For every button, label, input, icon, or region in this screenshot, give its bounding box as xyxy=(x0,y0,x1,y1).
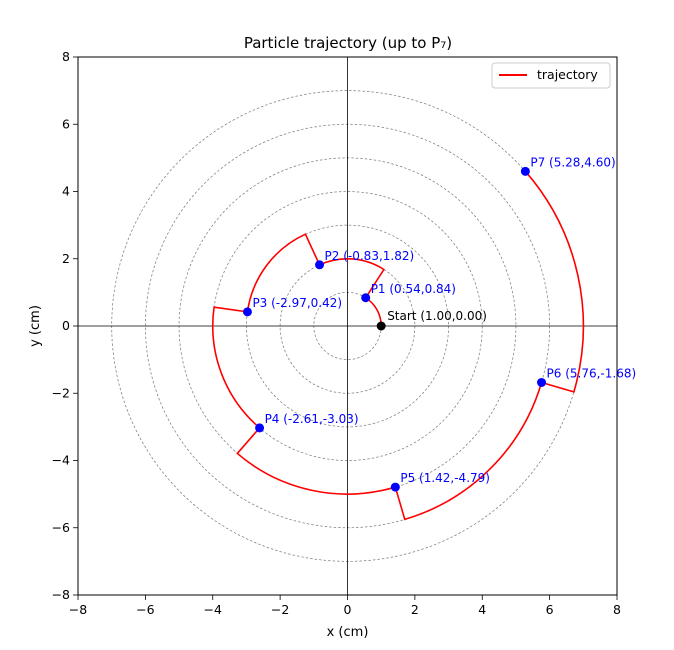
point-p3-marker xyxy=(242,307,252,317)
y-tick-label-0: −8 xyxy=(52,587,70,602)
x-tick-label-4: 0 xyxy=(344,602,352,617)
x-tick-label-7: 6 xyxy=(546,602,554,617)
points-layer: Start (1.00,0.00) P1 (0.54,0.84) P2 (-0.83… xyxy=(242,155,637,492)
point-p4-marker xyxy=(255,423,265,433)
legend-box xyxy=(491,62,611,89)
start-point-marker xyxy=(376,321,386,331)
x-tick-label-3: −2 xyxy=(271,602,289,617)
y-tick-label-7: 6 xyxy=(62,116,70,131)
x-tick-label-6: 4 xyxy=(478,602,486,617)
x-tick-label-2: −4 xyxy=(204,602,222,617)
point-p4-label: P4 (-2.61,-3.03) xyxy=(265,412,359,426)
trajectory-layer xyxy=(211,170,585,521)
x-axis-label: x (cm) xyxy=(327,625,369,640)
y-axis-label: y (cm) xyxy=(28,305,43,347)
point-p2-label: P2 (-0.83,1.82) xyxy=(325,249,415,263)
y-tick-label-2: −4 xyxy=(52,453,70,468)
point-p6-label: P6 (5.76,-1.68) xyxy=(547,366,637,380)
x-tick-label-1: −6 xyxy=(136,602,154,617)
x-tick-label-8: 8 xyxy=(613,602,621,617)
start-point-label: Start (1.00,0.00) xyxy=(387,309,487,323)
y-tick-label-5: 2 xyxy=(62,251,70,266)
y-tick-label-8: 8 xyxy=(62,49,70,64)
legend: trajectory xyxy=(491,62,611,89)
y-tick-label-1: −6 xyxy=(52,520,70,535)
chart-title: Particle trajectory (up to P₇) xyxy=(244,34,452,52)
trajectory-path xyxy=(211,170,585,521)
point-p6-marker xyxy=(537,377,547,387)
x-tick-label-5: 2 xyxy=(411,602,419,617)
point-p3-label: P3 (-2.97,0.42) xyxy=(252,296,342,310)
y-tick-label-3: −2 xyxy=(52,385,70,400)
x-tick-label-0: −8 xyxy=(69,602,87,617)
point-p5-label: P5 (1.42,-4.79) xyxy=(400,471,490,485)
point-p2-marker xyxy=(315,260,325,270)
y-tick-label-4: 0 xyxy=(62,318,70,333)
point-p1-marker xyxy=(361,293,371,303)
point-p5-marker xyxy=(390,482,400,492)
ticks-layer: −8 −6 −4 −2 0 2 4 6 8 −8 −6 −4 −2 0 2 4 6 8 xyxy=(52,49,621,617)
point-p7-label: P7 (5.28,4.60) xyxy=(530,155,615,169)
point-p7-marker xyxy=(520,166,530,176)
point-p1-label: P1 (0.54,0.84) xyxy=(371,282,456,296)
y-tick-label-6: 4 xyxy=(62,184,70,199)
legend-trajectory-label: trajectory xyxy=(537,67,598,82)
